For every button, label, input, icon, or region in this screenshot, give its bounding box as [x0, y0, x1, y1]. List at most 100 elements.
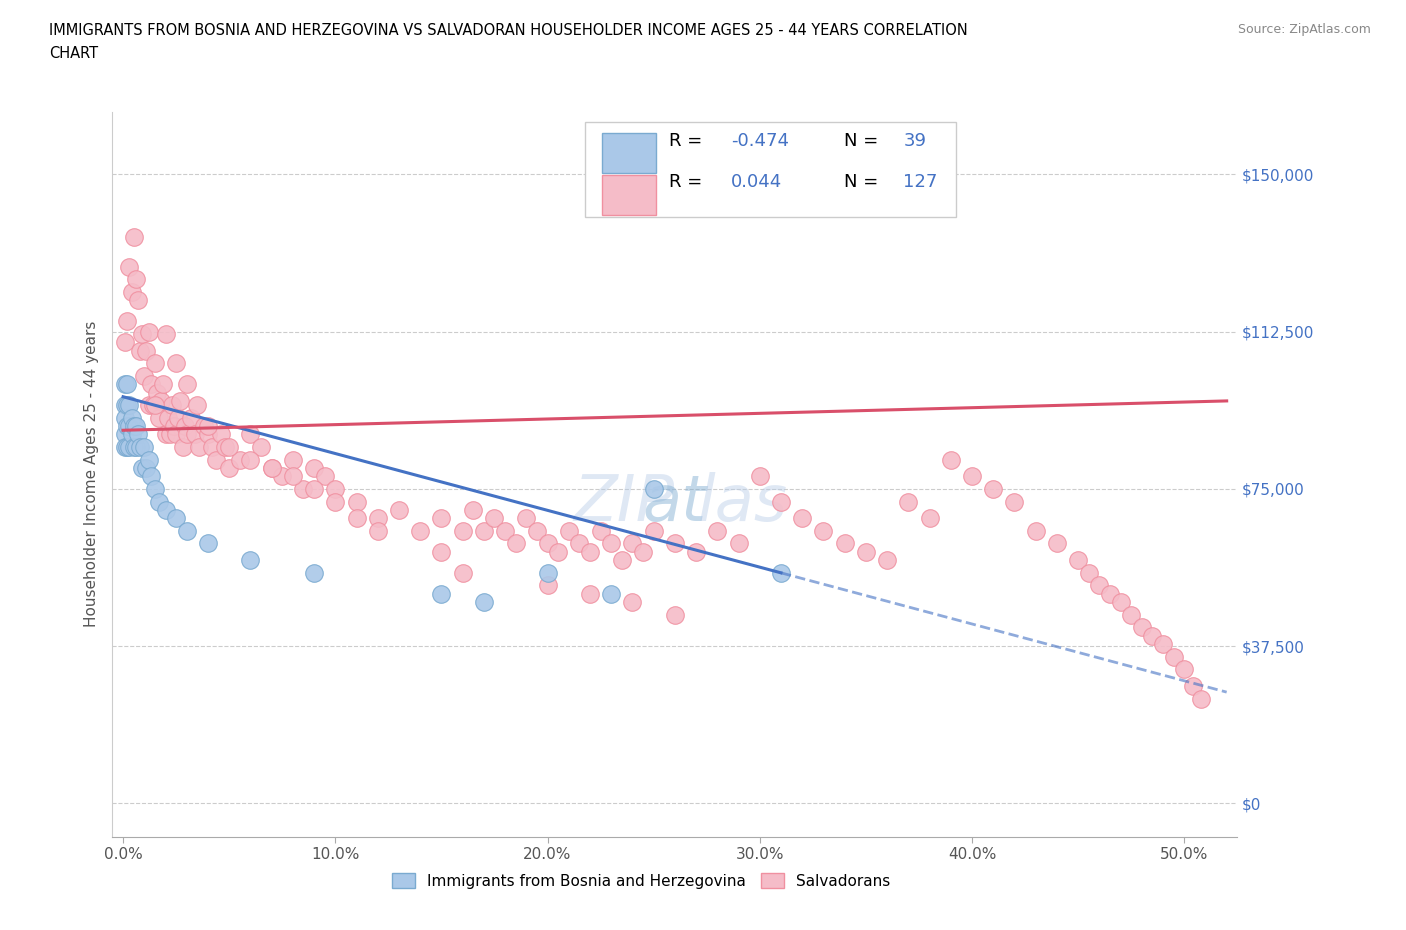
Point — [163, 418, 186, 433]
Point — [600, 536, 623, 551]
Point — [1142, 629, 1164, 644]
Point — [165, 356, 187, 371]
Point — [1173, 662, 1195, 677]
Point — [239, 552, 262, 567]
Point — [172, 440, 194, 455]
Text: CHART: CHART — [49, 46, 98, 61]
Text: -0.474: -0.474 — [731, 132, 789, 150]
Point — [367, 511, 389, 525]
Point — [167, 410, 190, 425]
Point — [139, 377, 162, 392]
Point — [600, 586, 623, 601]
Point — [813, 524, 835, 538]
Point — [855, 544, 877, 559]
Point — [281, 469, 304, 484]
Point — [143, 398, 166, 413]
Point — [152, 377, 174, 392]
Point — [131, 326, 153, 341]
Point — [209, 427, 232, 442]
Point — [981, 482, 1004, 497]
Point — [129, 440, 152, 455]
Point — [155, 427, 177, 442]
Point — [1189, 691, 1212, 706]
Point — [138, 398, 160, 413]
Point — [769, 565, 792, 580]
Point — [664, 607, 686, 622]
Point — [876, 552, 898, 567]
Point — [346, 494, 368, 509]
Point — [834, 536, 856, 551]
Point — [186, 398, 208, 413]
Point — [229, 452, 252, 467]
Point — [122, 440, 145, 455]
Point — [547, 544, 569, 559]
Point — [197, 418, 219, 433]
Point — [127, 427, 149, 442]
Point — [643, 524, 665, 538]
Point — [960, 469, 983, 484]
Point — [176, 427, 198, 442]
Point — [118, 398, 141, 413]
Point — [134, 368, 156, 383]
Point — [302, 565, 325, 580]
Point — [114, 410, 136, 425]
Point — [388, 502, 411, 517]
Point — [155, 502, 177, 517]
Point — [1046, 536, 1069, 551]
Point — [1181, 679, 1204, 694]
Point — [118, 440, 141, 455]
Point — [138, 325, 160, 339]
Point — [494, 524, 516, 538]
Point — [218, 460, 240, 475]
Point — [122, 230, 145, 245]
Text: 127: 127 — [903, 173, 938, 191]
Point — [589, 524, 612, 538]
Point — [260, 460, 283, 475]
Point — [769, 494, 792, 509]
Point — [536, 536, 558, 551]
Point — [631, 544, 654, 559]
Point — [188, 440, 211, 455]
Point — [897, 494, 920, 509]
Point — [568, 536, 591, 551]
Point — [367, 524, 389, 538]
Text: IMMIGRANTS FROM BOSNIA AND HERZEGOVINA VS SALVADORAN HOUSEHOLDER INCOME AGES 25 : IMMIGRANTS FROM BOSNIA AND HERZEGOVINA V… — [49, 23, 967, 38]
Point — [430, 511, 453, 525]
Text: at: at — [643, 472, 707, 535]
Point — [114, 335, 136, 350]
Point — [250, 440, 273, 455]
Point — [114, 427, 136, 442]
Point — [201, 440, 224, 455]
Text: 39: 39 — [903, 132, 927, 150]
Point — [142, 398, 165, 413]
Point — [117, 377, 139, 392]
Point — [939, 452, 962, 467]
Point — [184, 427, 207, 442]
Point — [451, 565, 474, 580]
Point — [281, 452, 304, 467]
Point — [159, 427, 181, 442]
Point — [292, 482, 315, 497]
Bar — [602, 175, 655, 215]
Point — [472, 595, 495, 610]
Point — [451, 524, 474, 538]
Point — [127, 293, 149, 308]
Text: R =: R = — [669, 173, 709, 191]
Point — [169, 393, 191, 408]
Point — [1109, 595, 1132, 610]
Point — [118, 259, 141, 274]
Point — [472, 524, 495, 538]
Point — [260, 460, 283, 475]
Point — [134, 440, 156, 455]
Text: ZIP: ZIP — [574, 472, 675, 535]
Point — [139, 469, 162, 484]
Text: Source: ZipAtlas.com: Source: ZipAtlas.com — [1237, 23, 1371, 36]
Point — [727, 536, 749, 551]
Point — [165, 511, 187, 525]
Point — [114, 398, 136, 413]
FancyBboxPatch shape — [585, 123, 956, 217]
Point — [114, 377, 136, 392]
Point — [143, 482, 166, 497]
Point — [156, 410, 179, 425]
Point — [664, 536, 686, 551]
